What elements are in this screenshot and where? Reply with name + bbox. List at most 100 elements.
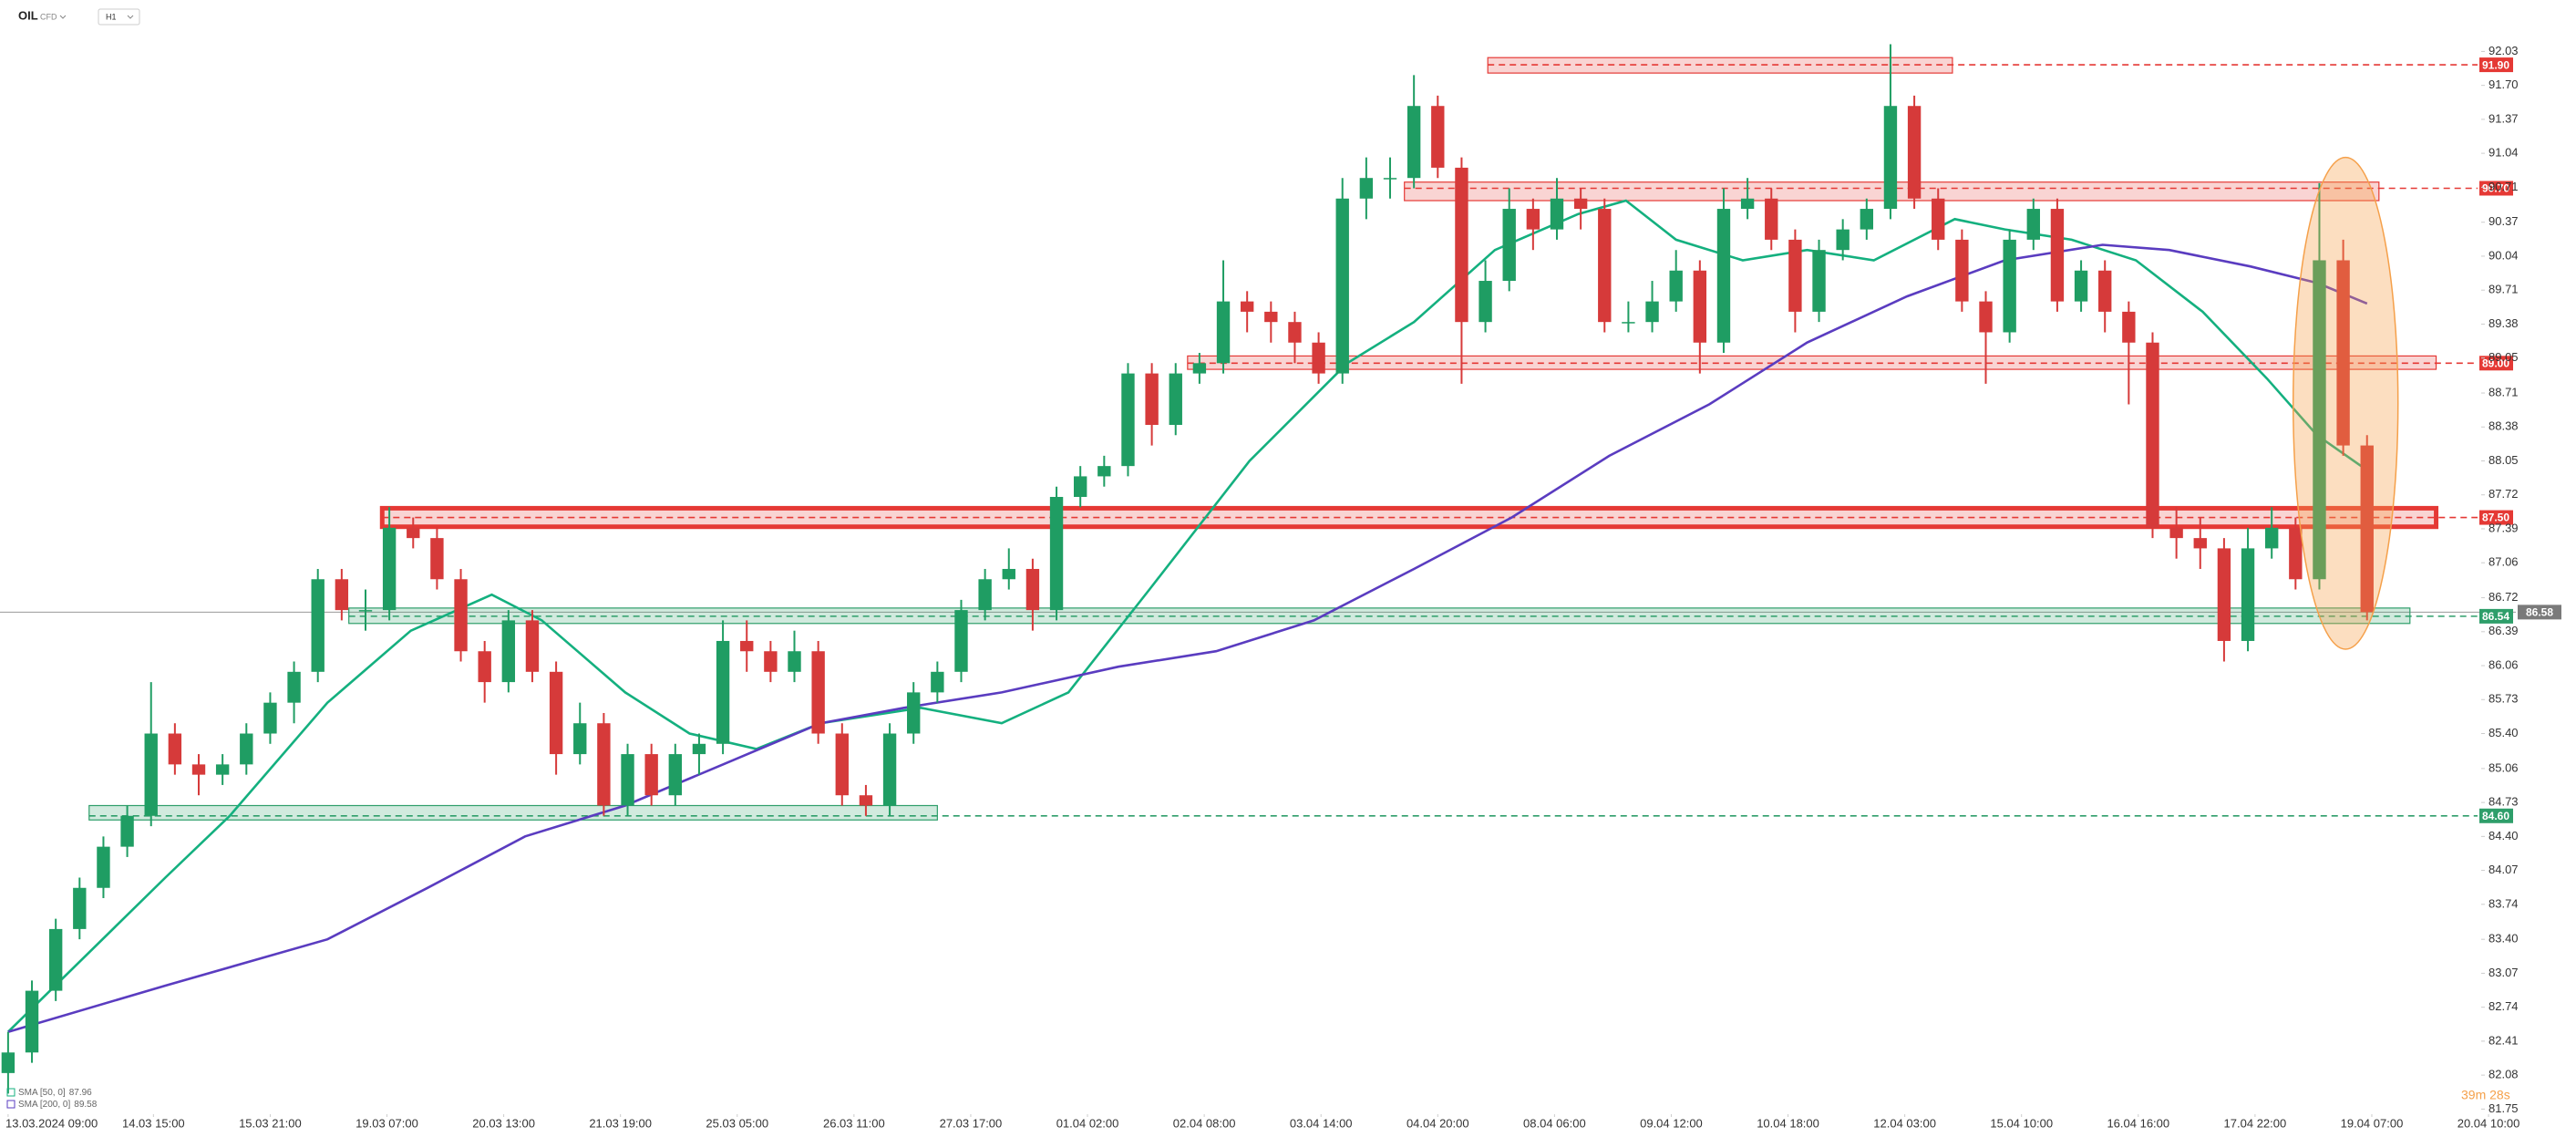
y-tick-label: 83.07 [2488,966,2519,979]
candle-body [1836,229,1850,251]
candle-body [2241,548,2255,641]
y-tick-label: 89.38 [2488,316,2519,330]
candle-body [1526,209,1540,230]
candle-body [1025,568,1040,611]
candle-body [1955,239,1969,302]
symbol[interactable]: OIL [18,8,38,22]
y-tick-label: 88.71 [2488,385,2519,398]
candle-body [73,887,87,929]
timeframe-dropdown-icon[interactable] [127,15,134,19]
highlight-ellipse [2292,156,2399,650]
timeframe[interactable]: H1 [106,12,117,21]
level-label-box [2479,510,2513,525]
y-tick-label: 88.38 [2488,419,2519,433]
x-tick-label: 04.04 20:00 [1406,1116,1469,1130]
current-price-label: 86.58 [2526,606,2553,619]
x-tick-label: 25.03 05:00 [706,1116,768,1130]
candle-body [740,640,754,652]
candle-body [597,723,611,806]
candle-body [97,846,110,888]
x-tick-label: 08.04 06:00 [1523,1116,1586,1130]
candle-body [1455,167,1468,323]
candle-body [1169,373,1182,426]
y-tick-label: 89.71 [2488,283,2519,296]
y-tick-label: 82.74 [2488,999,2519,1013]
timeframe-selector[interactable] [98,8,140,26]
x-tick-label: 16.04 16:00 [2107,1116,2169,1130]
y-tick-label: 91.37 [2488,111,2519,125]
candle-body [1335,198,1349,374]
x-tick-label: 20.04 10:00 [2458,1116,2520,1130]
level-label-box [2479,356,2513,371]
y-tick-label: 85.40 [2488,726,2519,739]
candle-body [2360,445,2374,613]
candle-body [549,671,563,755]
candle-body [191,764,206,775]
y-tick-label: 86.39 [2488,624,2519,637]
symbol-dropdown-icon[interactable] [59,15,67,19]
legend-swatch [6,1100,15,1109]
x-tick-label: 26.03 11:00 [823,1116,885,1130]
candle-body [811,651,825,734]
y-tick-label: 84.07 [2488,863,2519,876]
plot: 91.90 90.70 89.00 87.50 86.54 84.60 92.03 91.70… [0,44,2561,1130]
candle-body [311,579,325,672]
candle-body [1288,322,1302,343]
candle-body [1932,198,1945,240]
level-label-box [2479,181,2513,196]
candle-body [1693,270,1707,343]
candle-body [1264,311,1278,323]
candle-body [120,815,134,847]
candle-body [240,733,253,765]
candle-body [2336,260,2350,446]
candle-body [407,527,420,539]
sma-line [7,243,2368,1033]
candle-body [1502,209,1516,282]
level-label-box [2479,57,2513,73]
y-tick-label: 85.06 [2488,760,2519,774]
x-tick-label: 12.04 03:00 [1873,1116,1936,1130]
candle-body [1907,106,1922,199]
candle-body [954,610,968,672]
x-tick-label: 17.04 22:00 [2224,1116,2287,1130]
candle-body [1669,270,1683,302]
candle-body [287,671,301,703]
candle-body [144,733,158,816]
level-label: 84.60 [2482,810,2509,822]
candle-body [358,610,373,612]
candle-body [907,692,921,734]
legend-value: 87.96 [69,1088,92,1098]
x-tick-label: 21.03 19:00 [589,1116,652,1130]
candle-body [1,1052,15,1073]
candle-body [1860,209,1873,230]
candle-body [2026,209,2040,240]
candle-body [1622,322,1635,324]
y-tick-label: 90.37 [2488,214,2519,228]
legend-swatch [6,1088,15,1097]
y-tick-label: 89.05 [2488,350,2519,364]
candle-body [2122,311,2136,343]
candle-body [2193,538,2207,549]
level-label: 89.00 [2482,357,2509,369]
level-zone [88,804,938,821]
candle-body [2265,527,2279,549]
y-tick-label: 87.39 [2488,521,2519,534]
x-tick-label: 01.04 02:00 [1056,1116,1119,1130]
x-tick-label: 13.03.2024 09:00 [5,1116,98,1130]
candle-body [2003,239,2016,333]
y-tick-label: 88.05 [2488,453,2519,467]
current-price-box [2518,605,2561,620]
candle-body [2169,527,2183,539]
y-tick-label: 91.04 [2488,146,2519,160]
y-tick-label: 83.40 [2488,932,2519,946]
candle-body [168,733,182,765]
candle-body [1359,178,1374,199]
candle-body [48,928,63,991]
y-tick-label: 84.73 [2488,795,2519,809]
candle-body [788,651,801,672]
candle-body [454,579,468,652]
candle-body [430,538,444,580]
level-label-box [2479,808,2513,823]
level-label: 87.50 [2482,512,2509,524]
